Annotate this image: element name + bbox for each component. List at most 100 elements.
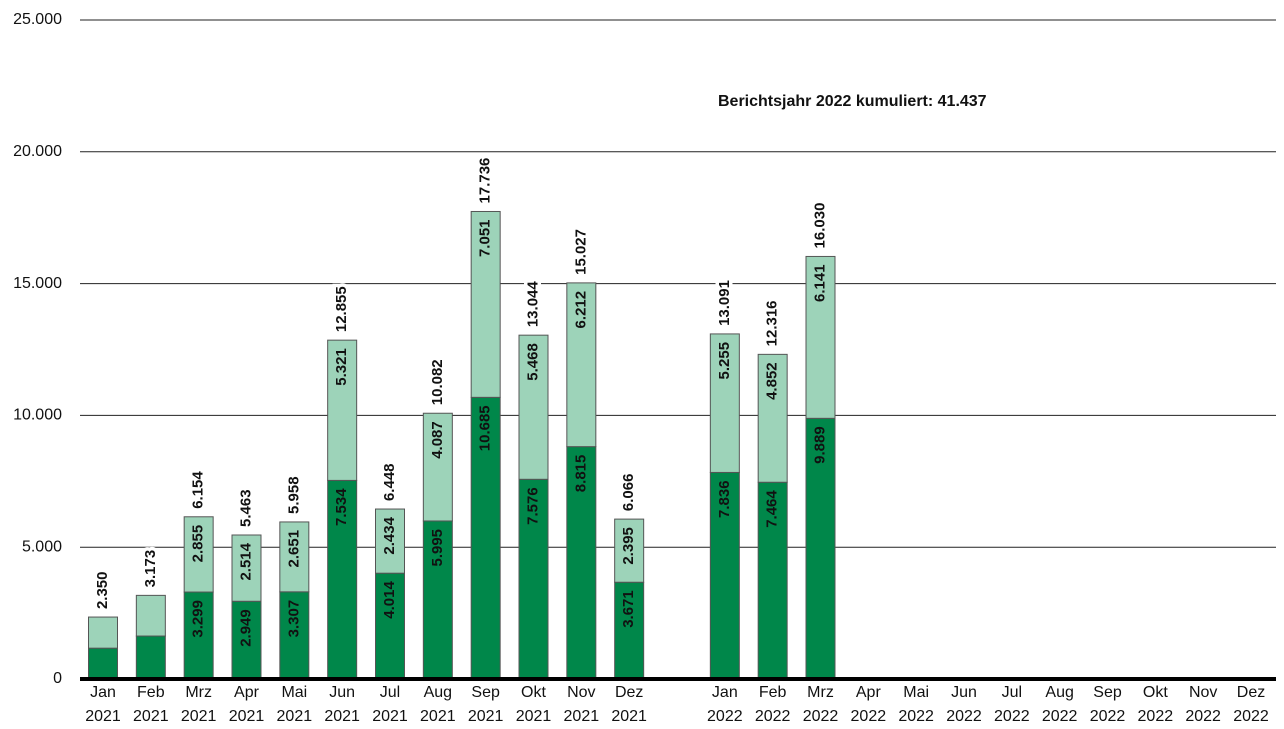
x-tick-line: 2021 (516, 708, 552, 725)
segment-label: 2.395 (620, 527, 637, 565)
segment-label: 6.141 (811, 264, 828, 302)
x-tick-line: Dez (615, 684, 643, 701)
x-tick-label: Okt 2021 (516, 684, 552, 725)
bar-segment (422, 520, 453, 680)
x-tick-label: Jan 2022 (707, 684, 743, 725)
bar-segment (231, 534, 262, 602)
total-label: 3.173 (142, 550, 159, 588)
x-tick-label: Apr 2022 (851, 684, 887, 725)
y-tick-label: 25.000 (13, 11, 62, 28)
bar-segment (327, 339, 358, 481)
x-tick-line: 2021 (85, 708, 121, 725)
segment-label: 4.852 (764, 362, 781, 400)
x-tick-line: Sep (1093, 684, 1122, 701)
segment-label: 8.815 (572, 455, 589, 493)
total-label: 5.463 (237, 489, 254, 527)
total-label: 10.082 (429, 359, 446, 405)
x-tick-label: Jun 2022 (946, 684, 982, 725)
total-label: 2.350 (94, 572, 111, 610)
bar-segment (135, 635, 166, 680)
bar-segment (805, 417, 836, 680)
bar-segment (566, 446, 597, 680)
x-tick-line: Feb (759, 684, 787, 701)
x-tick-line: 2022 (1042, 708, 1078, 725)
x-tick-line: Nov (1189, 684, 1217, 701)
annotation: Berichtsjahr 2022 kumuliert: 41.437 (718, 93, 987, 110)
bar-segment (470, 396, 501, 680)
segment-label: 3.671 (620, 590, 637, 628)
total-label: 15.027 (572, 229, 589, 275)
bar-segment (279, 521, 310, 593)
x-tick-line: 2021 (564, 708, 600, 725)
x-tick-label: Feb 2021 (133, 684, 169, 725)
segment-label: 7.534 (333, 488, 350, 526)
x-tick-line: Feb (137, 684, 165, 701)
segment-label: 2.434 (381, 516, 398, 554)
bar-segment (566, 282, 597, 448)
x-tick-line: Mai (281, 684, 307, 701)
x-tick-line: 2021 (181, 708, 217, 725)
bar-segment (422, 412, 453, 522)
x-tick-line: Jul (380, 684, 400, 701)
bar-segment (327, 479, 358, 680)
bar-segment (757, 481, 788, 680)
bar-segment (709, 333, 740, 473)
total-label: 12.855 (333, 286, 350, 332)
x-tick-line: Mrz (185, 684, 212, 701)
segment-label: 3.299 (190, 600, 207, 638)
bar-segment (614, 518, 645, 583)
x-tick-line: Apr (234, 684, 260, 701)
x-tick-label: Jul 2022 (994, 684, 1030, 725)
bar-segment (709, 471, 740, 680)
segment-label: 2.651 (285, 530, 302, 568)
x-tick-line: 2022 (1185, 708, 1221, 725)
x-tick-label: Jan 2021 (85, 684, 121, 725)
x-tick-line: 2022 (946, 708, 982, 725)
y-tick-label: 0 (53, 670, 62, 687)
bar-segment (757, 353, 788, 483)
segment-label: 5.995 (429, 529, 446, 567)
x-tick-line: 2021 (133, 708, 169, 725)
x-tick-label: Nov 2022 (1185, 684, 1221, 725)
bar-segment (375, 508, 405, 574)
total-label: 13.091 (716, 280, 733, 326)
x-tick-line: 2022 (755, 708, 791, 725)
segment-label: 4.087 (429, 421, 446, 459)
segment-label: 5.468 (524, 343, 541, 381)
x-tick-label: Dez 2022 (1233, 684, 1269, 725)
x-tick-line: 2021 (611, 708, 647, 725)
y-tick-label: 15.000 (13, 275, 62, 292)
x-tick-label: Jun 2021 (324, 684, 360, 725)
x-tick-line: Apr (856, 684, 882, 701)
total-label: 17.736 (477, 158, 494, 204)
x-tick-label: Dez 2021 (611, 684, 647, 725)
x-tick-line: Jan (712, 684, 738, 701)
x-tick-label: Apr 2021 (229, 684, 265, 725)
segment-label: 4.014 (381, 581, 398, 619)
bar-segment (231, 600, 262, 680)
x-tick-line: 2022 (1090, 708, 1126, 725)
x-tick-line: Aug (424, 684, 452, 701)
total-label: 13.044 (524, 281, 541, 328)
y-tick-label: 5.000 (22, 538, 62, 555)
x-tick-line: Nov (567, 684, 595, 701)
x-tick-label: Mai 2022 (898, 684, 934, 725)
bar-segment (183, 516, 214, 593)
total-label: 16.030 (811, 203, 828, 249)
bar-segment (88, 616, 118, 649)
segment-label: 7.051 (477, 219, 494, 257)
x-tick-line: 2021 (229, 708, 265, 725)
x-tick-line: 2021 (372, 708, 408, 725)
x-tick-label: Sep 2021 (468, 684, 504, 725)
x-tick-line: 2022 (1233, 708, 1269, 725)
total-label: 5.958 (285, 476, 302, 514)
segment-label: 6.212 (572, 291, 589, 329)
segment-label: 2.855 (190, 525, 207, 563)
segment-label: 5.255 (716, 342, 733, 380)
x-tick-line: Sep (471, 684, 500, 701)
bar-segment (805, 255, 836, 419)
x-tick-line: 2022 (1138, 708, 1174, 725)
total-label: 6.154 (190, 471, 207, 509)
segment-label: 2.514 (237, 542, 254, 580)
